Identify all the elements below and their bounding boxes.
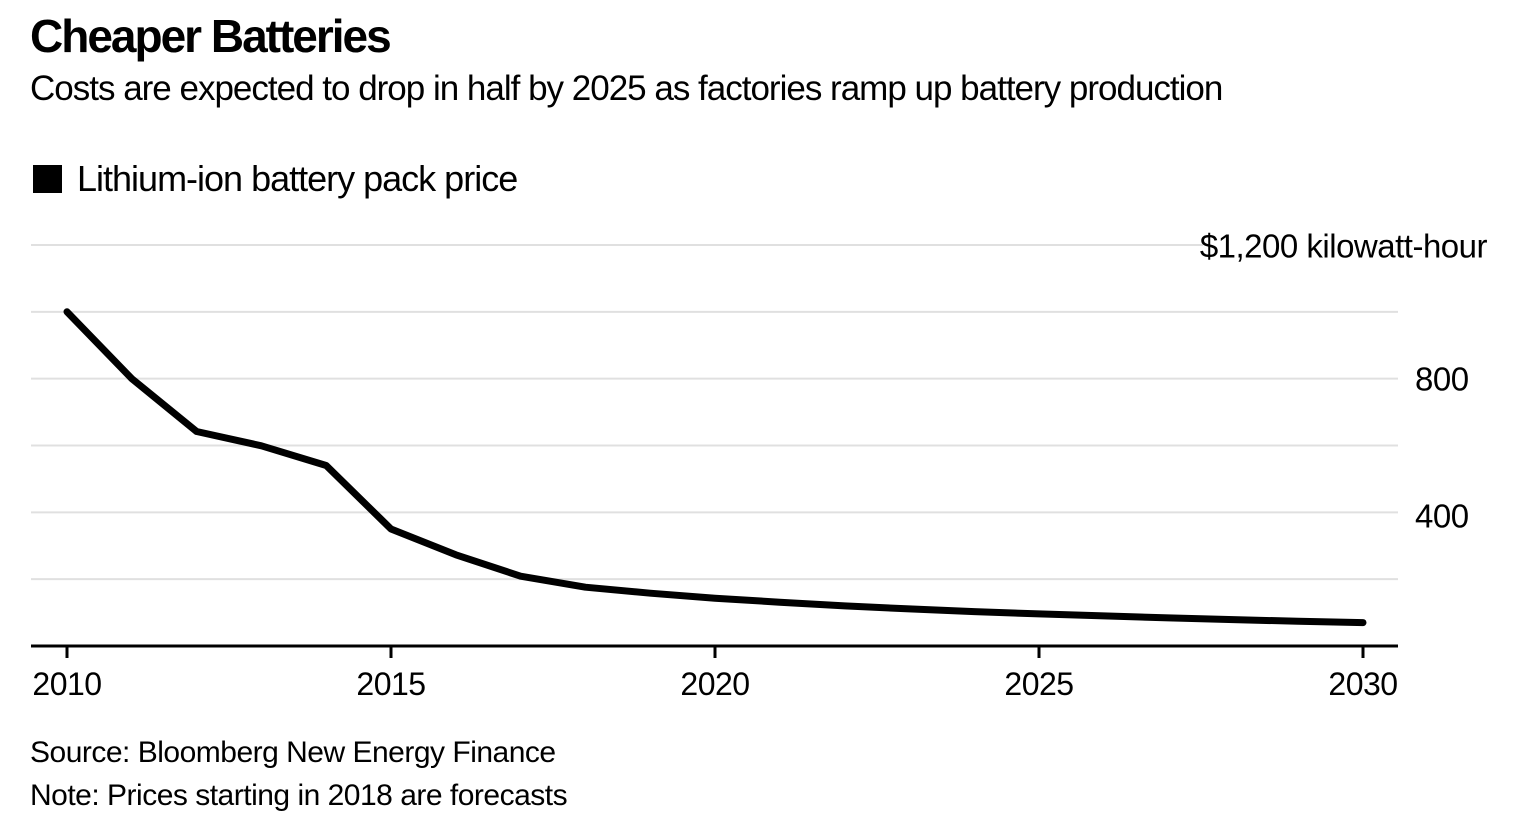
x-tick-label-2015: 2015	[356, 666, 426, 702]
page-title: Cheaper Batteries	[30, 10, 392, 62]
legend-swatch-icon	[33, 165, 62, 193]
x-tick-label-2020: 2020	[680, 666, 750, 702]
y-tick-label-800: 800	[1415, 360, 1469, 398]
x-tick-label-2025: 2025	[1004, 666, 1074, 702]
legend: Lithium-ion battery pack price	[33, 161, 518, 197]
price-line	[63, 308, 1367, 627]
x-tick-label-2030: 2030	[1328, 666, 1398, 702]
x-tick-label-2010: 2010	[32, 666, 102, 702]
y-tick-label-400: 400	[1415, 497, 1469, 535]
source-line: Source: Bloomberg New Energy Finance	[30, 736, 556, 769]
y-tick-label-1200: $1,200 kilowatt-hour	[1199, 227, 1488, 265]
legend-label: Lithium-ion battery pack price	[77, 158, 518, 199]
chart-subtitle: Costs are expected to drop in half by 20…	[30, 69, 1223, 108]
note-line: Note: Prices starting in 2018 are foreca…	[30, 779, 568, 812]
